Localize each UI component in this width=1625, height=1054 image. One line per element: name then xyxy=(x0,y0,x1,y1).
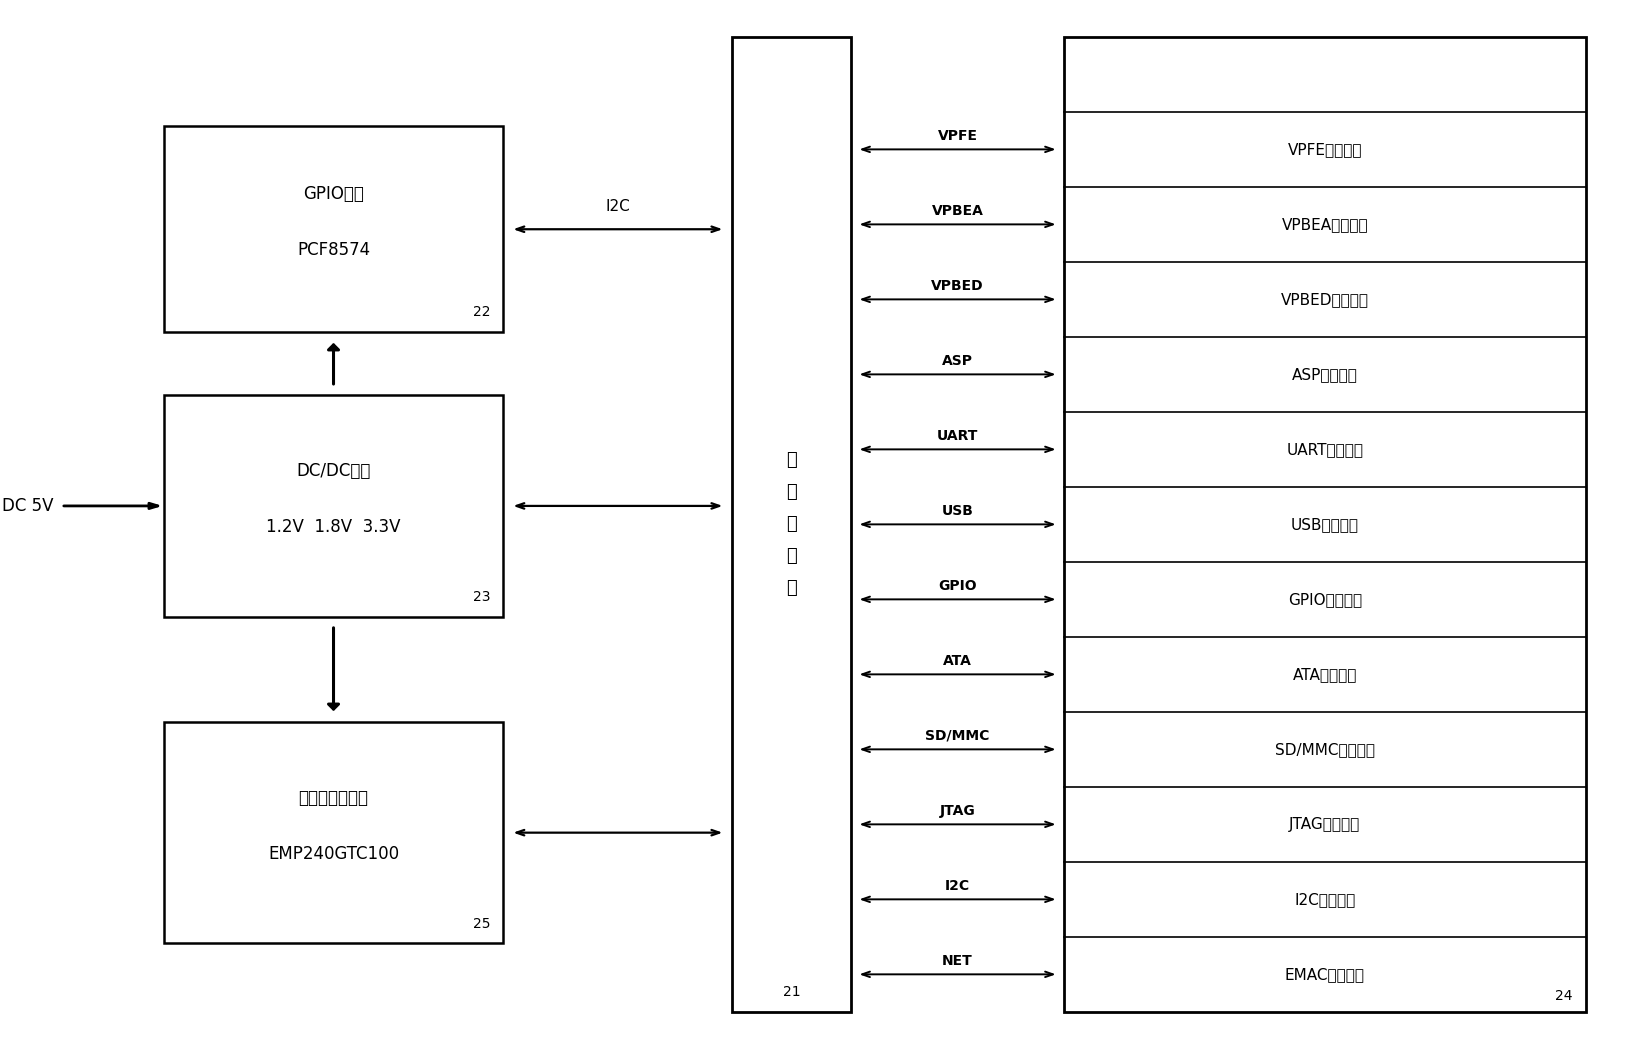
Text: 从
总
线
接
口: 从 总 线 接 口 xyxy=(786,451,796,598)
Bar xyxy=(733,37,852,1012)
Text: ASP接口插座: ASP接口插座 xyxy=(1292,367,1358,382)
Text: VPBEA: VPBEA xyxy=(931,203,983,218)
Text: GPIO接口插座: GPIO接口插座 xyxy=(1287,592,1362,607)
Text: USB接口插座: USB接口插座 xyxy=(1290,516,1358,532)
Text: NET: NET xyxy=(942,954,973,968)
Text: 25: 25 xyxy=(473,917,491,931)
Text: ATA接口插座: ATA接口插座 xyxy=(1292,667,1357,682)
Text: SD/MMC接口插座: SD/MMC接口插座 xyxy=(1276,742,1375,757)
Text: 24: 24 xyxy=(1555,990,1573,1003)
Text: 21: 21 xyxy=(783,985,801,999)
Text: DC 5V: DC 5V xyxy=(2,496,54,515)
Text: JTAG接口插座: JTAG接口插座 xyxy=(1289,817,1360,832)
Bar xyxy=(164,395,504,617)
Text: 22: 22 xyxy=(473,306,491,319)
Bar xyxy=(164,722,504,943)
Text: 1.2V  1.8V  3.3V: 1.2V 1.8V 3.3V xyxy=(266,518,401,536)
Text: 23: 23 xyxy=(473,590,491,604)
Bar xyxy=(1064,37,1586,1012)
Text: UART接口插座: UART接口插座 xyxy=(1287,442,1363,456)
Text: GPIO: GPIO xyxy=(938,579,977,592)
Text: 逻辑与电平转换: 逻辑与电平转换 xyxy=(299,788,369,807)
Text: VPBED: VPBED xyxy=(931,279,983,293)
Text: EMAC接口插座: EMAC接口插座 xyxy=(1285,967,1365,982)
Text: VPBEA接口插座: VPBEA接口插座 xyxy=(1282,217,1368,232)
Text: USB: USB xyxy=(941,504,973,518)
Bar xyxy=(164,126,504,332)
Text: SD/MMC: SD/MMC xyxy=(925,729,990,743)
Text: GPIO扩展: GPIO扩展 xyxy=(304,186,364,203)
Text: EMP240GTC100: EMP240GTC100 xyxy=(268,844,400,863)
Text: ASP: ASP xyxy=(942,354,973,368)
Text: UART: UART xyxy=(938,429,978,443)
Text: VPBED接口插座: VPBED接口插座 xyxy=(1280,292,1368,307)
Text: PCF8574: PCF8574 xyxy=(297,241,370,259)
Text: I2C: I2C xyxy=(946,879,970,893)
Text: DC/DC电源: DC/DC电源 xyxy=(296,462,370,481)
Text: ATA: ATA xyxy=(942,653,972,668)
Text: VPFE接口插座: VPFE接口插座 xyxy=(1287,142,1362,157)
Text: VPFE: VPFE xyxy=(938,129,978,143)
Text: I2C接口插座: I2C接口插座 xyxy=(1294,892,1355,906)
Text: JTAG: JTAG xyxy=(939,804,975,818)
Text: I2C: I2C xyxy=(606,198,630,214)
